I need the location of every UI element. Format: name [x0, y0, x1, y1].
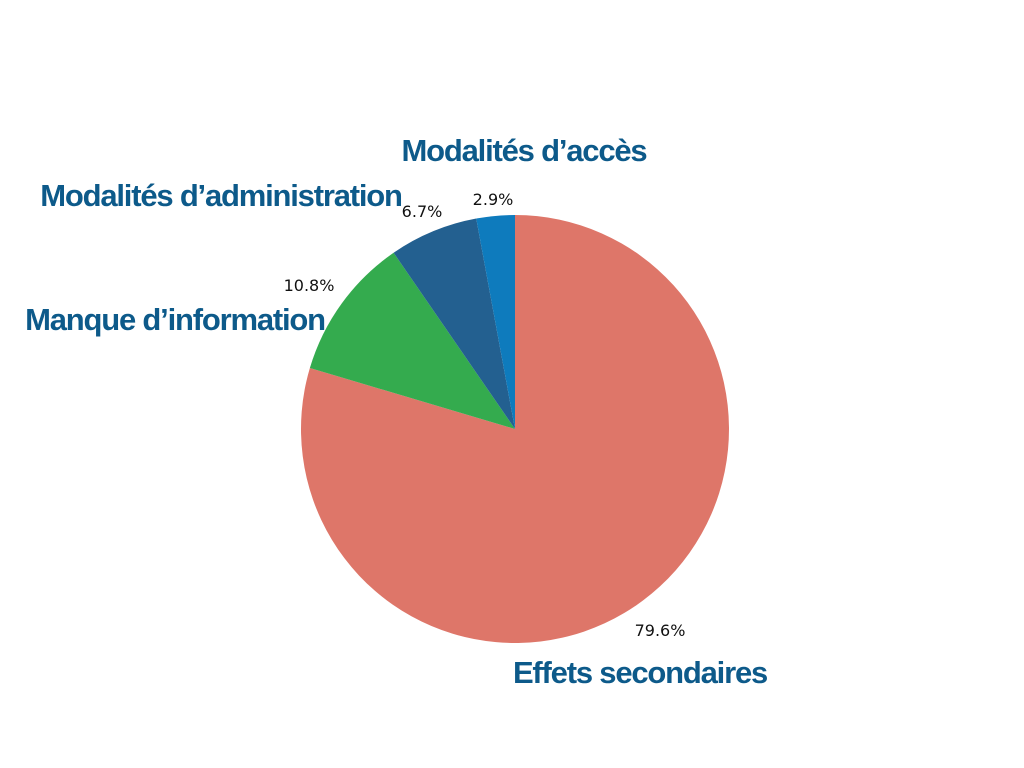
pie-slice-manque-information [309, 252, 515, 429]
category-label-modalites-acces: Modalités d’accès [402, 133, 647, 168]
pie-slice-modalites-acces [476, 215, 515, 429]
category-label-modalites-administration: Modalités d’administration [40, 178, 402, 213]
value-label-effets-secondaires: 79.6% [635, 621, 686, 640]
pie-slice-modalites-administration [393, 218, 515, 429]
pie-labels: Effets secondaires 79.6% Manque d’informat… [25, 133, 768, 690]
category-label-manque-information: Manque d’information [25, 302, 325, 337]
value-label-modalites-administration: 6.7% [402, 202, 443, 221]
pie-slices [301, 215, 730, 643]
value-label-modalites-acces: 2.9% [473, 190, 514, 209]
value-label-manque-information: 10.8% [284, 276, 335, 295]
category-label-effets-secondaires: Effets secondaires [513, 655, 767, 690]
